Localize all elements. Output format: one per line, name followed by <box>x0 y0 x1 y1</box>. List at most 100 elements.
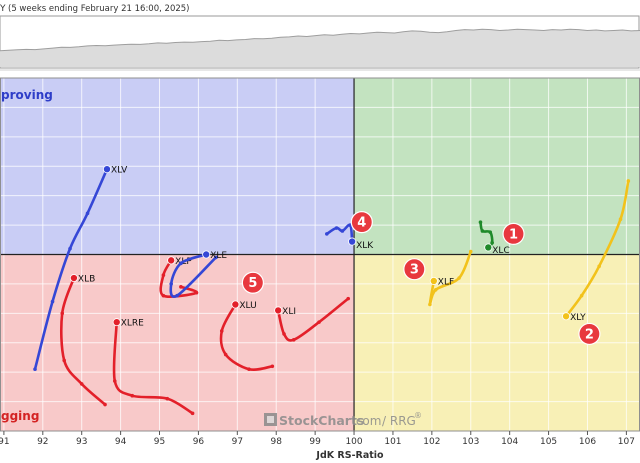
tail-point <box>626 179 631 183</box>
tail-point <box>247 367 251 372</box>
x-tick-label: 104 <box>501 437 518 447</box>
tail-label-xly: XLY <box>570 313 586 323</box>
watermark-brand: StockCharts <box>279 413 364 428</box>
tail-point <box>270 364 275 369</box>
tail-point <box>340 229 345 233</box>
x-tick-label: 99 <box>309 437 321 447</box>
tail-point <box>130 393 135 398</box>
header-title-glyph: Y <box>0 4 6 14</box>
watermark-product: / RRG <box>382 414 416 428</box>
tail-point <box>579 293 584 298</box>
tail-point <box>169 282 173 286</box>
x-tick-label: 102 <box>423 437 440 447</box>
header-background <box>0 0 640 16</box>
tail-label-xlk: XLK <box>356 241 374 251</box>
tail-head-xlk[interactable] <box>348 237 357 246</box>
tail-xlc[interactable]: XLC <box>478 220 510 256</box>
tail-point <box>50 299 55 304</box>
tail-head-xli[interactable] <box>274 306 283 315</box>
tail-point <box>79 382 84 386</box>
tail-point <box>175 293 179 298</box>
tail-point <box>60 311 65 316</box>
header-subtitle: (5 weeks ending February 21 16:00, 2025) <box>8 4 189 14</box>
marker-number: 2 <box>585 327 594 342</box>
x-tick-label: 98 <box>271 437 283 447</box>
tail-point <box>161 273 166 277</box>
tail-label-xlu: XLU <box>239 301 256 311</box>
tail-point <box>103 402 107 407</box>
tail-label-xli: XLI <box>282 307 296 317</box>
x-tick-label: 106 <box>579 437 596 447</box>
tail-point <box>317 320 321 324</box>
x-tick-label: 91 <box>0 437 10 447</box>
tail-xlk[interactable]: XLK <box>325 223 374 251</box>
marker-number: 5 <box>248 276 257 291</box>
tail-point <box>334 226 339 230</box>
x-tick-label: 93 <box>76 437 87 447</box>
tail-point <box>68 246 72 251</box>
tail-point <box>214 255 218 260</box>
tail-point <box>165 396 170 401</box>
tail-point <box>346 296 351 301</box>
tail-xlf[interactable]: XLF <box>428 249 473 307</box>
tail-head-xlp[interactable] <box>167 256 176 265</box>
tail-point <box>490 240 494 245</box>
marker-number: 1 <box>509 227 518 242</box>
tail-head-xle[interactable] <box>202 250 211 259</box>
tail-point <box>291 338 296 342</box>
marker-1: 1 <box>502 222 525 246</box>
tail-label-xlc: XLC <box>492 246 509 256</box>
marker-circle <box>578 322 601 346</box>
tail-point <box>428 302 432 307</box>
price-area <box>0 29 640 67</box>
x-tick-label: 101 <box>384 437 401 447</box>
tail-xlb[interactable]: XLB <box>59 274 107 407</box>
x-tick-label: 103 <box>462 437 479 447</box>
price-line <box>0 28 640 52</box>
marker-3: 3 <box>403 258 426 281</box>
tail-head-xly[interactable] <box>562 312 571 321</box>
tail-xly[interactable]: XLY <box>562 179 631 323</box>
marker-4: 4 <box>350 211 373 234</box>
watermark-mark: ® <box>414 411 422 420</box>
tail-point <box>223 352 228 357</box>
tail-point <box>33 367 37 372</box>
x-axis-label: JdK RS-Ratio <box>315 450 384 461</box>
watermark-domain: .com <box>352 414 381 428</box>
tail-head-xlre[interactable] <box>112 318 121 327</box>
x-tick-label: 100 <box>345 437 362 447</box>
marker-circle <box>403 258 426 281</box>
quadrant-label-lagging: gging <box>1 409 39 423</box>
tail-xlu[interactable]: XLU <box>219 300 275 372</box>
tail-head-xlv[interactable] <box>102 165 111 174</box>
tail-xli[interactable]: XLI <box>274 296 351 342</box>
marker-circle <box>502 222 525 246</box>
tail-point <box>325 232 329 236</box>
marker-circle <box>350 211 373 234</box>
tail-xlre[interactable]: XLRE <box>112 318 195 416</box>
x-tick-label: 95 <box>154 437 165 447</box>
tail-point <box>179 285 183 289</box>
marker-2: 2 <box>578 322 601 346</box>
x-tick-label: 107 <box>618 437 635 447</box>
tail-point <box>219 329 224 333</box>
x-tick-label: 97 <box>232 437 243 447</box>
tail-point <box>468 249 473 254</box>
tail-xlv[interactable]: XLV <box>33 165 128 372</box>
x-tick-label: 105 <box>540 437 557 447</box>
tail-head-xlb[interactable] <box>69 274 78 283</box>
tail-head-xlc[interactable] <box>484 243 493 252</box>
marker-number: 4 <box>357 216 366 231</box>
tail-head-xlf[interactable] <box>429 276 438 285</box>
tail-point <box>179 261 183 266</box>
tail-point <box>457 276 461 280</box>
x-tick-label: 92 <box>37 437 48 447</box>
tail-head-xlu[interactable] <box>231 300 240 309</box>
tail-xle[interactable]: XLE <box>169 250 227 298</box>
stockcharts-watermark: StockCharts .com / RRG ® <box>264 411 422 428</box>
number-markers: 1 2 3 4 5 <box>241 211 601 346</box>
marker-5: 5 <box>241 271 264 294</box>
